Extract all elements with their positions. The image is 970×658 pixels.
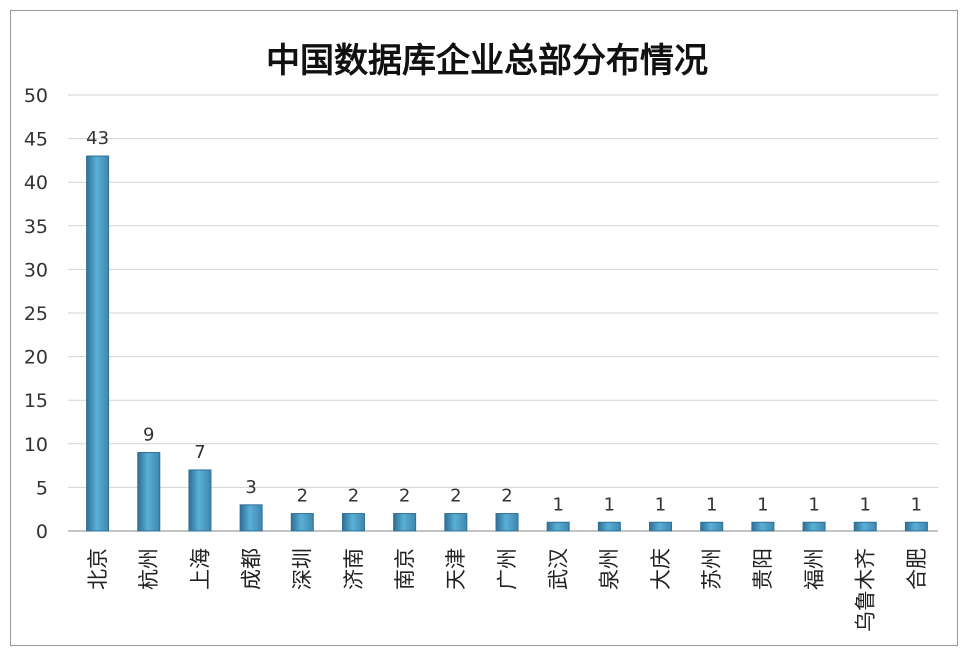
x-axis-categories: 北京 杭州 上海 成都 深圳 济南 南京 天津 广州 武汉 泉州 大庆 苏州 贵阳 福州 乌鲁木齐 合肥 bbox=[86, 548, 929, 632]
category-label: 南京 bbox=[393, 548, 417, 590]
category-label: 深圳 bbox=[291, 548, 315, 590]
category-label: 成都 bbox=[239, 548, 263, 590]
data-label: 3 bbox=[245, 477, 256, 498]
bar bbox=[802, 521, 826, 532]
bar bbox=[188, 469, 212, 532]
data-label: 1 bbox=[706, 494, 717, 515]
chart-frame bbox=[10, 10, 958, 646]
y-axis-ticks: 0 5 10 15 20 25 30 35 40 45 50 bbox=[24, 85, 48, 543]
data-labels: 43 9 7 3 2 2 2 2 2 1 1 1 1 1 1 1 1 bbox=[86, 128, 922, 515]
category-label: 贵阳 bbox=[751, 548, 775, 590]
bar bbox=[393, 513, 417, 532]
category-label: 乌鲁木齐 bbox=[854, 548, 878, 632]
bar bbox=[137, 452, 161, 532]
y-tick-label: 45 bbox=[24, 129, 48, 151]
category-label: 武汉 bbox=[547, 548, 571, 590]
data-label: 1 bbox=[757, 494, 768, 515]
data-label: 1 bbox=[860, 494, 871, 515]
y-tick-label: 30 bbox=[24, 259, 48, 281]
bar bbox=[86, 155, 110, 532]
category-label: 上海 bbox=[188, 548, 212, 590]
y-tick-label: 25 bbox=[24, 303, 48, 325]
bar bbox=[341, 513, 365, 532]
data-label: 1 bbox=[552, 494, 563, 515]
data-label: 2 bbox=[348, 486, 359, 507]
y-tick-label: 50 bbox=[24, 85, 48, 107]
y-tick-label: 15 bbox=[24, 390, 48, 412]
category-label: 泉州 bbox=[598, 548, 622, 590]
category-label: 合肥 bbox=[905, 548, 929, 590]
bar bbox=[444, 513, 468, 532]
bar bbox=[546, 521, 570, 532]
bar bbox=[290, 513, 314, 532]
bar bbox=[853, 521, 877, 532]
bar bbox=[904, 521, 928, 532]
bars bbox=[86, 155, 928, 532]
data-label: 1 bbox=[655, 494, 666, 515]
bar bbox=[751, 521, 775, 532]
y-tick-label: 20 bbox=[24, 347, 48, 369]
data-label: 1 bbox=[911, 494, 922, 515]
data-label: 2 bbox=[297, 486, 308, 507]
y-tick-label: 40 bbox=[24, 172, 48, 194]
category-label: 大庆 bbox=[649, 548, 673, 590]
category-label: 杭州 bbox=[137, 548, 161, 590]
data-label: 9 bbox=[143, 425, 154, 446]
gridlines bbox=[68, 94, 938, 532]
category-label: 广州 bbox=[495, 548, 519, 590]
y-tick-label: 0 bbox=[36, 521, 48, 543]
bar bbox=[700, 521, 724, 532]
chart-title: 中国数据库企业总部分布情况 bbox=[266, 41, 708, 81]
bar bbox=[597, 521, 621, 532]
bar bbox=[649, 521, 673, 532]
data-label: 43 bbox=[86, 128, 109, 149]
data-label: 2 bbox=[501, 486, 512, 507]
y-tick-label: 10 bbox=[24, 434, 48, 456]
category-label: 济南 bbox=[342, 548, 366, 590]
bar bbox=[495, 513, 519, 532]
category-label: 福州 bbox=[802, 548, 826, 590]
category-label: 天津 bbox=[444, 548, 468, 590]
y-tick-label: 35 bbox=[24, 216, 48, 238]
category-label: 北京 bbox=[86, 548, 110, 590]
data-label: 7 bbox=[194, 442, 205, 463]
data-label: 1 bbox=[808, 494, 819, 515]
y-tick-label: 5 bbox=[36, 477, 48, 499]
category-label: 苏州 bbox=[700, 548, 724, 590]
data-label: 2 bbox=[450, 486, 461, 507]
data-label: 1 bbox=[604, 494, 615, 515]
bar bbox=[239, 504, 263, 532]
data-label: 2 bbox=[399, 486, 410, 507]
